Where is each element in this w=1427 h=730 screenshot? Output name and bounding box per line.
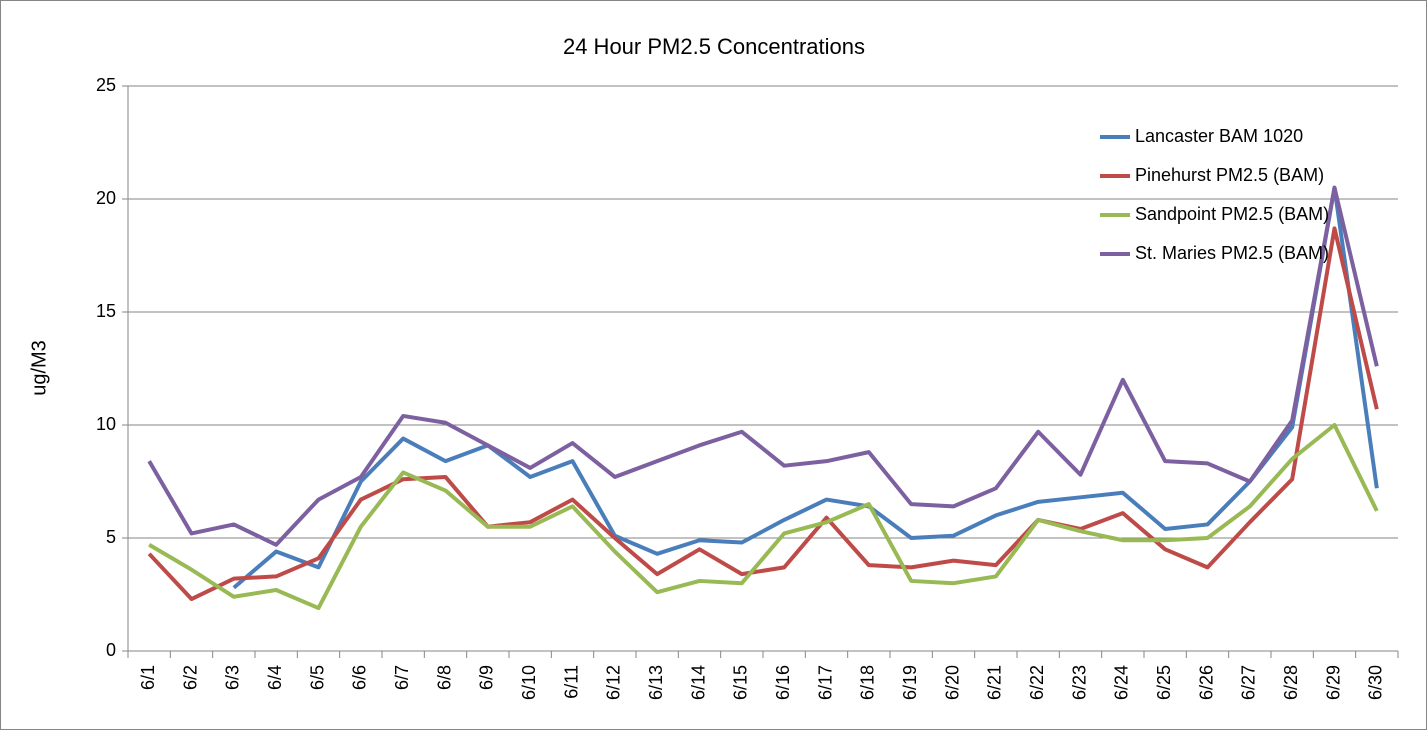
x-tick-label: 6/11 (561, 665, 581, 699)
legend-label: St. Maries PM2.5 (BAM) (1135, 243, 1329, 263)
x-tick-label: 6/19 (900, 665, 920, 700)
legend-label: Lancaster BAM 1020 (1135, 126, 1303, 146)
x-tick-label: 6/2 (180, 665, 200, 690)
y-tick-label: 15 (96, 301, 116, 321)
legend-label: Pinehurst PM2.5 (BAM) (1135, 165, 1324, 185)
x-tick-label: 6/1 (138, 665, 158, 690)
x-tick-label: 6/8 (434, 665, 454, 690)
chart-title: 24 Hour PM2.5 Concentrations (563, 34, 865, 59)
x-tick-label: 6/7 (392, 665, 412, 690)
x-tick-label: 6/14 (688, 665, 708, 700)
x-tick-label: 6/17 (815, 665, 835, 700)
x-tick-label: 6/29 (1323, 665, 1343, 700)
y-tick-label: 20 (96, 188, 116, 208)
x-tick-label: 6/20 (942, 665, 962, 700)
x-tick-label: 6/24 (1112, 665, 1132, 700)
x-tick-label: 6/23 (1069, 665, 1089, 700)
y-tick-label: 0 (106, 640, 116, 660)
x-tick-label: 6/12 (604, 665, 624, 700)
x-tick-label: 6/3 (223, 665, 243, 690)
y-tick-label: 10 (96, 414, 116, 434)
x-tick-label: 6/5 (307, 665, 327, 690)
legend-label: Sandpoint PM2.5 (BAM) (1135, 204, 1329, 224)
x-tick-label: 6/9 (477, 665, 497, 690)
x-tick-label: 6/13 (646, 665, 666, 700)
x-tick-label: 6/16 (773, 665, 793, 700)
x-tick-label: 6/28 (1281, 665, 1301, 700)
x-tick-label: 6/27 (1239, 665, 1259, 700)
y-tick-label: 5 (106, 527, 116, 547)
x-tick-label: 6/10 (519, 665, 539, 700)
x-tick-label: 6/15 (731, 665, 751, 700)
x-tick-label: 6/30 (1366, 665, 1386, 700)
x-tick-label: 6/4 (265, 665, 285, 690)
x-tick-label: 6/18 (858, 665, 878, 700)
series-line (232, 185, 1379, 590)
x-tick-label: 6/22 (1027, 665, 1047, 700)
series-line (147, 226, 1379, 602)
y-tick-label: 25 (96, 75, 116, 95)
x-tick-label: 6/26 (1196, 665, 1216, 700)
x-tick-label: 6/6 (350, 665, 370, 690)
series-line (148, 423, 1379, 611)
series-line (147, 185, 1379, 547)
x-tick-label: 6/25 (1154, 665, 1174, 700)
y-axis-title: ug/M3 (28, 340, 50, 396)
x-tick-label: 6/21 (985, 665, 1005, 700)
